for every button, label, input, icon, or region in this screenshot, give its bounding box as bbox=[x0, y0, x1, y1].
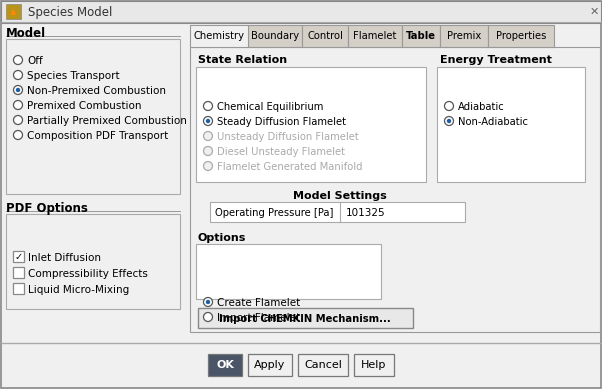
Circle shape bbox=[203, 102, 213, 110]
Text: Model: Model bbox=[6, 26, 46, 40]
Bar bbox=[198, 308, 413, 328]
Bar bbox=[402, 25, 440, 47]
Bar bbox=[6, 214, 180, 309]
Text: ✕: ✕ bbox=[589, 7, 598, 17]
Text: Adiabatic: Adiabatic bbox=[458, 102, 504, 112]
Bar bbox=[248, 354, 292, 376]
Bar bbox=[6, 4, 21, 19]
Circle shape bbox=[203, 131, 213, 140]
Text: Apply: Apply bbox=[254, 361, 286, 370]
Bar bbox=[196, 244, 381, 299]
Text: Model Settings: Model Settings bbox=[293, 191, 387, 201]
Bar bbox=[1, 1, 601, 23]
Bar bbox=[190, 47, 600, 332]
Circle shape bbox=[16, 88, 20, 92]
Bar bbox=[298, 354, 348, 376]
Text: Premixed Combustion: Premixed Combustion bbox=[27, 101, 141, 111]
Text: Energy Treatment: Energy Treatment bbox=[440, 55, 552, 65]
Text: Table: Table bbox=[406, 31, 436, 41]
Circle shape bbox=[13, 130, 22, 140]
Text: Import CHEMKIN Mechanism...: Import CHEMKIN Mechanism... bbox=[219, 314, 391, 324]
Bar bbox=[354, 354, 394, 376]
Circle shape bbox=[13, 116, 22, 124]
Text: OK: OK bbox=[216, 361, 234, 370]
Text: Properties: Properties bbox=[496, 31, 546, 41]
Text: Partially Premixed Combustion: Partially Premixed Combustion bbox=[27, 116, 187, 126]
Text: Composition PDF Transport: Composition PDF Transport bbox=[27, 131, 168, 141]
Circle shape bbox=[13, 70, 22, 79]
Bar bbox=[210, 202, 465, 222]
Bar bbox=[13, 251, 24, 262]
Bar bbox=[190, 25, 248, 47]
Circle shape bbox=[444, 102, 453, 110]
Bar bbox=[13, 267, 24, 278]
Text: Flamelet: Flamelet bbox=[353, 31, 397, 41]
Bar bbox=[437, 67, 585, 182]
Text: Diesel Unsteady Flamelet: Diesel Unsteady Flamelet bbox=[217, 147, 345, 157]
Circle shape bbox=[444, 116, 453, 126]
Circle shape bbox=[203, 116, 213, 126]
Text: Import Flamelet: Import Flamelet bbox=[217, 313, 300, 323]
Text: PDF Options: PDF Options bbox=[6, 202, 88, 214]
Bar bbox=[6, 39, 180, 194]
Text: Flamelet Generated Manifold: Flamelet Generated Manifold bbox=[217, 162, 362, 172]
Text: Control: Control bbox=[307, 31, 343, 41]
Text: Liquid Micro-Mixing: Liquid Micro-Mixing bbox=[28, 285, 129, 295]
Circle shape bbox=[13, 86, 22, 95]
Text: 101325: 101325 bbox=[346, 208, 386, 218]
Text: Compressibility Effects: Compressibility Effects bbox=[28, 269, 148, 279]
Text: Premix: Premix bbox=[447, 31, 481, 41]
Text: Chemical Equilibrium: Chemical Equilibrium bbox=[217, 102, 323, 112]
Bar bbox=[440, 25, 488, 47]
Circle shape bbox=[13, 56, 22, 65]
Bar bbox=[13, 283, 24, 294]
Bar bbox=[248, 25, 302, 47]
Bar bbox=[488, 25, 554, 47]
Circle shape bbox=[447, 119, 452, 123]
Text: State Relation: State Relation bbox=[198, 55, 287, 65]
Circle shape bbox=[206, 119, 210, 123]
Text: Species Model: Species Model bbox=[28, 5, 113, 19]
Text: Species Transport: Species Transport bbox=[27, 71, 120, 81]
Circle shape bbox=[13, 100, 22, 109]
Text: Unsteady Diffusion Flamelet: Unsteady Diffusion Flamelet bbox=[217, 132, 359, 142]
Text: Help: Help bbox=[361, 361, 386, 370]
Circle shape bbox=[203, 161, 213, 170]
Circle shape bbox=[203, 298, 213, 307]
Bar bbox=[196, 67, 426, 182]
Circle shape bbox=[203, 147, 213, 156]
Bar bbox=[302, 25, 348, 47]
Text: ✓: ✓ bbox=[14, 252, 22, 262]
Circle shape bbox=[206, 300, 210, 304]
Text: Steady Diffusion Flamelet: Steady Diffusion Flamelet bbox=[217, 117, 346, 127]
Text: Cancel: Cancel bbox=[304, 361, 342, 370]
Text: Chemistry: Chemistry bbox=[193, 31, 244, 41]
Text: Off: Off bbox=[27, 56, 43, 66]
Text: ▲: ▲ bbox=[10, 7, 17, 16]
Text: Boundary: Boundary bbox=[251, 31, 299, 41]
Text: Inlet Diffusion: Inlet Diffusion bbox=[28, 253, 101, 263]
Text: Options: Options bbox=[198, 233, 246, 243]
Text: Non-Adiabatic: Non-Adiabatic bbox=[458, 117, 528, 127]
Circle shape bbox=[203, 312, 213, 321]
Text: Non-Premixed Combustion: Non-Premixed Combustion bbox=[27, 86, 166, 96]
Text: Create Flamelet: Create Flamelet bbox=[217, 298, 300, 308]
Text: Operating Pressure [Pa]: Operating Pressure [Pa] bbox=[215, 208, 334, 218]
Bar bbox=[348, 25, 402, 47]
Bar bbox=[208, 354, 242, 376]
